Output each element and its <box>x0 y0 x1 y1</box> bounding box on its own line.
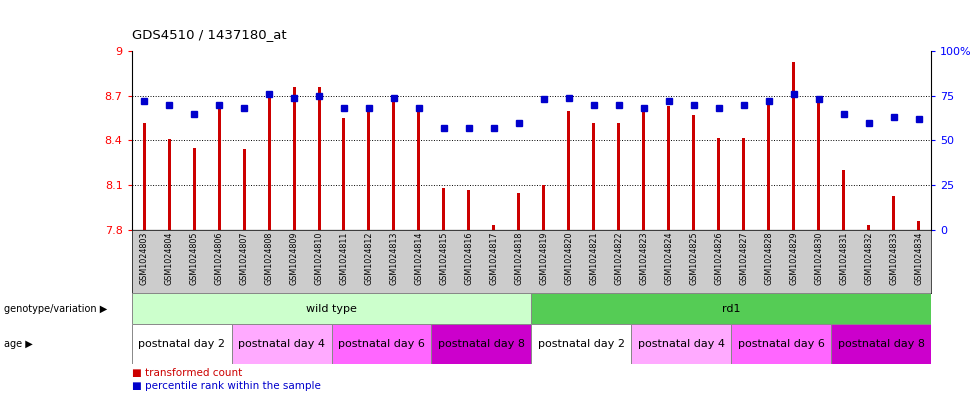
Text: GSM1024811: GSM1024811 <box>339 232 348 285</box>
Bar <box>831 324 931 364</box>
Bar <box>318 87 321 230</box>
Text: GSM1024825: GSM1024825 <box>689 232 698 285</box>
Text: GSM1024816: GSM1024816 <box>464 232 474 285</box>
Bar <box>368 108 370 230</box>
Text: GSM1024829: GSM1024829 <box>789 232 799 285</box>
Bar <box>132 293 531 324</box>
Bar <box>267 93 270 230</box>
Bar <box>518 193 521 230</box>
Text: GDS4510 / 1437180_at: GDS4510 / 1437180_at <box>132 28 287 41</box>
Bar <box>692 115 695 230</box>
Text: GSM1024814: GSM1024814 <box>414 232 423 285</box>
Text: GSM1024834: GSM1024834 <box>915 232 923 285</box>
Bar <box>643 111 645 230</box>
Text: ■ transformed count: ■ transformed count <box>132 368 242 378</box>
Bar <box>332 324 431 364</box>
Bar <box>417 106 420 230</box>
Text: GSM1024831: GSM1024831 <box>839 232 848 285</box>
Bar <box>531 324 632 364</box>
Bar <box>892 196 895 230</box>
Bar <box>542 185 545 230</box>
Text: GSM1024805: GSM1024805 <box>189 232 199 285</box>
Bar <box>632 324 731 364</box>
Text: GSM1024823: GSM1024823 <box>640 232 648 285</box>
Bar <box>567 111 570 230</box>
Bar <box>467 190 470 230</box>
Text: postnatal day 8: postnatal day 8 <box>438 339 525 349</box>
Text: GSM1024818: GSM1024818 <box>515 232 524 285</box>
Text: postnatal day 4: postnatal day 4 <box>638 339 724 349</box>
Text: GSM1024813: GSM1024813 <box>389 232 399 285</box>
Bar <box>617 123 620 230</box>
Text: GSM1024822: GSM1024822 <box>614 232 623 285</box>
Text: GSM1024830: GSM1024830 <box>814 232 823 285</box>
Text: postnatal day 6: postnatal day 6 <box>738 339 825 349</box>
Bar <box>393 96 396 230</box>
Bar <box>443 188 446 230</box>
Text: GSM1024804: GSM1024804 <box>165 232 174 285</box>
Text: GSM1024819: GSM1024819 <box>539 232 548 285</box>
Text: GSM1024832: GSM1024832 <box>864 232 874 285</box>
Bar <box>767 99 770 230</box>
Text: GSM1024820: GSM1024820 <box>565 232 573 285</box>
Text: postnatal day 2: postnatal day 2 <box>538 339 625 349</box>
Bar <box>593 123 596 230</box>
Bar <box>531 293 931 324</box>
Bar <box>842 170 845 230</box>
Text: GSM1024817: GSM1024817 <box>489 232 498 285</box>
Text: postnatal day 4: postnatal day 4 <box>238 339 325 349</box>
Text: GSM1024815: GSM1024815 <box>440 232 449 285</box>
Bar <box>342 118 345 230</box>
Text: postnatal day 8: postnatal day 8 <box>838 339 924 349</box>
Text: GSM1024828: GSM1024828 <box>764 232 773 285</box>
Text: GSM1024824: GSM1024824 <box>664 232 674 285</box>
Text: GSM1024827: GSM1024827 <box>739 232 748 285</box>
Text: GSM1024812: GSM1024812 <box>365 232 373 285</box>
Text: genotype/variation ▶: genotype/variation ▶ <box>4 303 107 314</box>
Text: ■ percentile rank within the sample: ■ percentile rank within the sample <box>132 381 321 391</box>
Text: GSM1024808: GSM1024808 <box>264 232 274 285</box>
Bar <box>132 324 232 364</box>
Bar <box>917 221 920 230</box>
Bar <box>793 62 796 230</box>
Text: age ▶: age ▶ <box>4 339 32 349</box>
Bar <box>867 226 870 230</box>
Text: rd1: rd1 <box>722 303 740 314</box>
Bar <box>243 149 246 230</box>
Text: GSM1024803: GSM1024803 <box>139 232 148 285</box>
Text: GSM1024806: GSM1024806 <box>214 232 223 285</box>
Bar <box>718 138 721 230</box>
Text: GSM1024807: GSM1024807 <box>240 232 249 285</box>
Bar <box>193 148 196 230</box>
Text: postnatal day 6: postnatal day 6 <box>338 339 425 349</box>
Bar <box>731 324 831 364</box>
Bar <box>742 138 745 230</box>
Text: wild type: wild type <box>306 303 357 314</box>
Text: postnatal day 2: postnatal day 2 <box>138 339 225 349</box>
Bar <box>142 123 145 230</box>
Bar <box>217 106 220 230</box>
Text: GSM1024826: GSM1024826 <box>715 232 723 285</box>
Bar <box>232 324 332 364</box>
Text: GSM1024833: GSM1024833 <box>889 232 898 285</box>
Bar <box>292 87 295 230</box>
Bar <box>667 106 670 230</box>
Bar <box>817 96 820 230</box>
Bar <box>431 324 531 364</box>
Bar <box>492 226 495 230</box>
Text: GSM1024821: GSM1024821 <box>589 232 599 285</box>
Bar <box>168 139 171 230</box>
Text: GSM1024809: GSM1024809 <box>290 232 298 285</box>
Text: GSM1024810: GSM1024810 <box>315 232 324 285</box>
